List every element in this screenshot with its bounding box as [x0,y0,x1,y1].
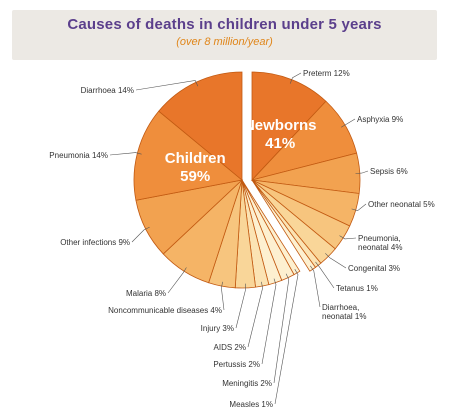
slice-label-pertussis: Pertussis 2% [213,360,260,369]
slice-label-congenital: Congenital 3% [348,264,400,273]
leader-line-asphyxia [341,118,356,128]
leader-line-tetanus [315,261,335,289]
group-value-children: 59% [180,168,210,185]
leader-line-measles [274,269,299,405]
slice-label-noncommunicable-diseases: Noncommunicable diseases 4% [108,306,222,315]
slice-label-diarrhoea: Diarrhoea 14% [81,86,134,95]
leader-line-noncommunicable-diseases [221,281,225,311]
slice-label-meningitis: Meningitis 2% [222,379,272,388]
slice-label-pneumonia-neonatal: Pneumonia, neonatal 4% [358,234,402,252]
leader-line-injury [235,283,246,329]
leader-line-other-neonatal [351,203,367,212]
leader-line-pneumonia [109,152,142,156]
chart-title: Causes of deaths in children under 5 yea… [67,16,382,33]
leader-line-sepsis [355,170,369,174]
group-name-newborns: Newborns [244,117,317,134]
leader-line-congenital [325,253,347,269]
slice-label-diarrhoea-neonatal: Diarrhoea, neonatal 1% [322,303,366,321]
leader-line-pertussis [261,278,277,365]
chart-title-bar: Causes of deaths in children under 5 yea… [12,10,437,60]
slice-label-tetanus: Tetanus 1% [336,284,378,293]
slice-label-injury: Injury 3% [201,324,234,333]
leader-line-diarrhoea-neonatal [310,265,321,308]
leader-line-meningitis [273,273,290,384]
leader-line-diarrhoea [135,80,199,91]
slice-label-aids: AIDS 2% [214,343,246,352]
slice-label-pneumonia: Pneumonia 14% [49,151,108,160]
slice-label-measles: Measles 1% [229,400,273,409]
group-name-children: Children [165,150,226,167]
group-value-newborns: 41% [265,135,295,152]
slice-label-malaria: Malaria 8% [126,289,166,298]
leader-line-preterm [289,72,302,84]
slice-label-sepsis: Sepsis 6% [370,167,408,176]
slice-label-other-neonatal: Other neonatal 5% [368,200,435,209]
leader-line-other-infections [131,226,150,243]
slice-label-asphyxia: Asphyxia 9% [357,115,403,124]
leader-line-aids [247,281,263,348]
slice-label-preterm: Preterm 12% [303,69,350,78]
leader-line-malaria [167,267,187,294]
slice-label-other-infections: Other infections 9% [60,238,130,247]
leader-line-pneumonia-neonatal [339,235,357,240]
chart-subtitle: (over 8 million/year) [176,36,273,48]
